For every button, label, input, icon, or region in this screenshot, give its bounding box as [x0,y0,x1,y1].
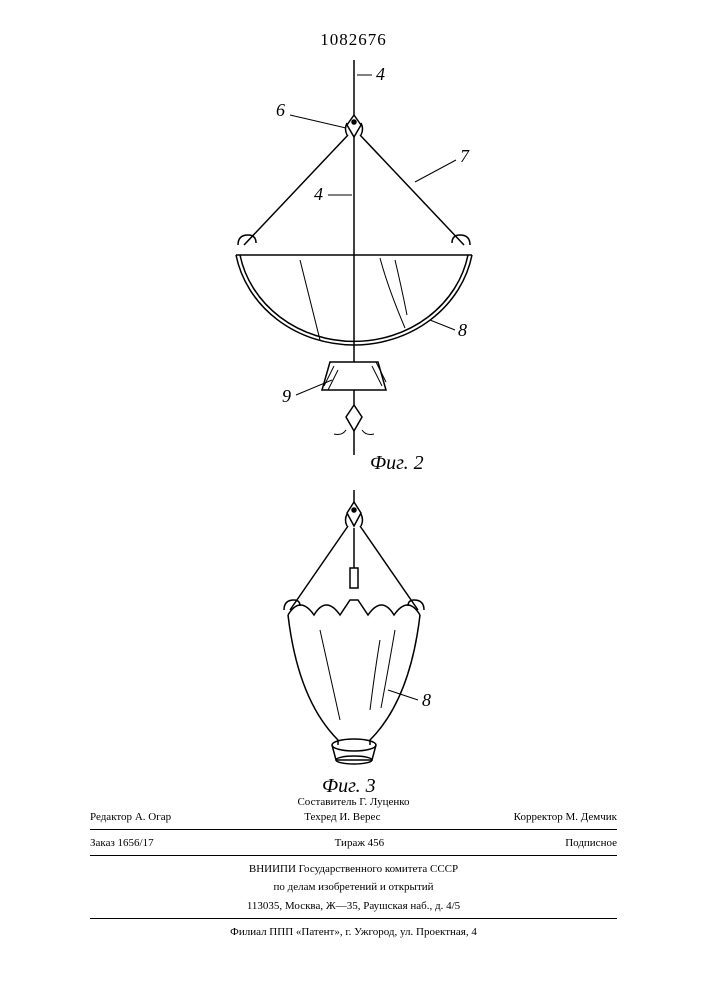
footer-block: Составитель Г. Луценко Редактор А. Огар … [90,795,617,940]
footer-divider-2 [90,855,617,856]
filial-line: Филиал ППП «Патент», г. Ужгород, ул. Про… [90,925,617,940]
podpisnoe: Подписное [565,836,617,851]
compiler-label: Составитель [297,796,356,808]
tech-label: Техред [304,811,336,823]
tech-name: И. Верес [339,811,380,823]
org-line-1: ВНИИПИ Государственного комитета СССР [90,862,617,877]
footer-divider-1 [90,829,617,830]
editor-name: А. Огар [135,811,171,823]
corrector-label: Корректор [514,811,563,823]
org-line-2: по делам изобретений и открытий [90,880,617,895]
compiler-name: Г. Луценко [359,796,409,808]
org-line-3: 113035, Москва, Ж—35, Раушская наб., д. … [90,899,617,914]
tirazh: Тираж 456 [335,836,385,851]
corrector-name: М. Демчик [565,811,617,823]
editor-label: Редактор [90,811,132,823]
order-number: Заказ 1656/17 [90,836,154,851]
footer-divider-3 [90,918,617,919]
patent-page: 1082676 [0,0,707,1000]
callout-8-fig3: 8 [422,690,431,711]
